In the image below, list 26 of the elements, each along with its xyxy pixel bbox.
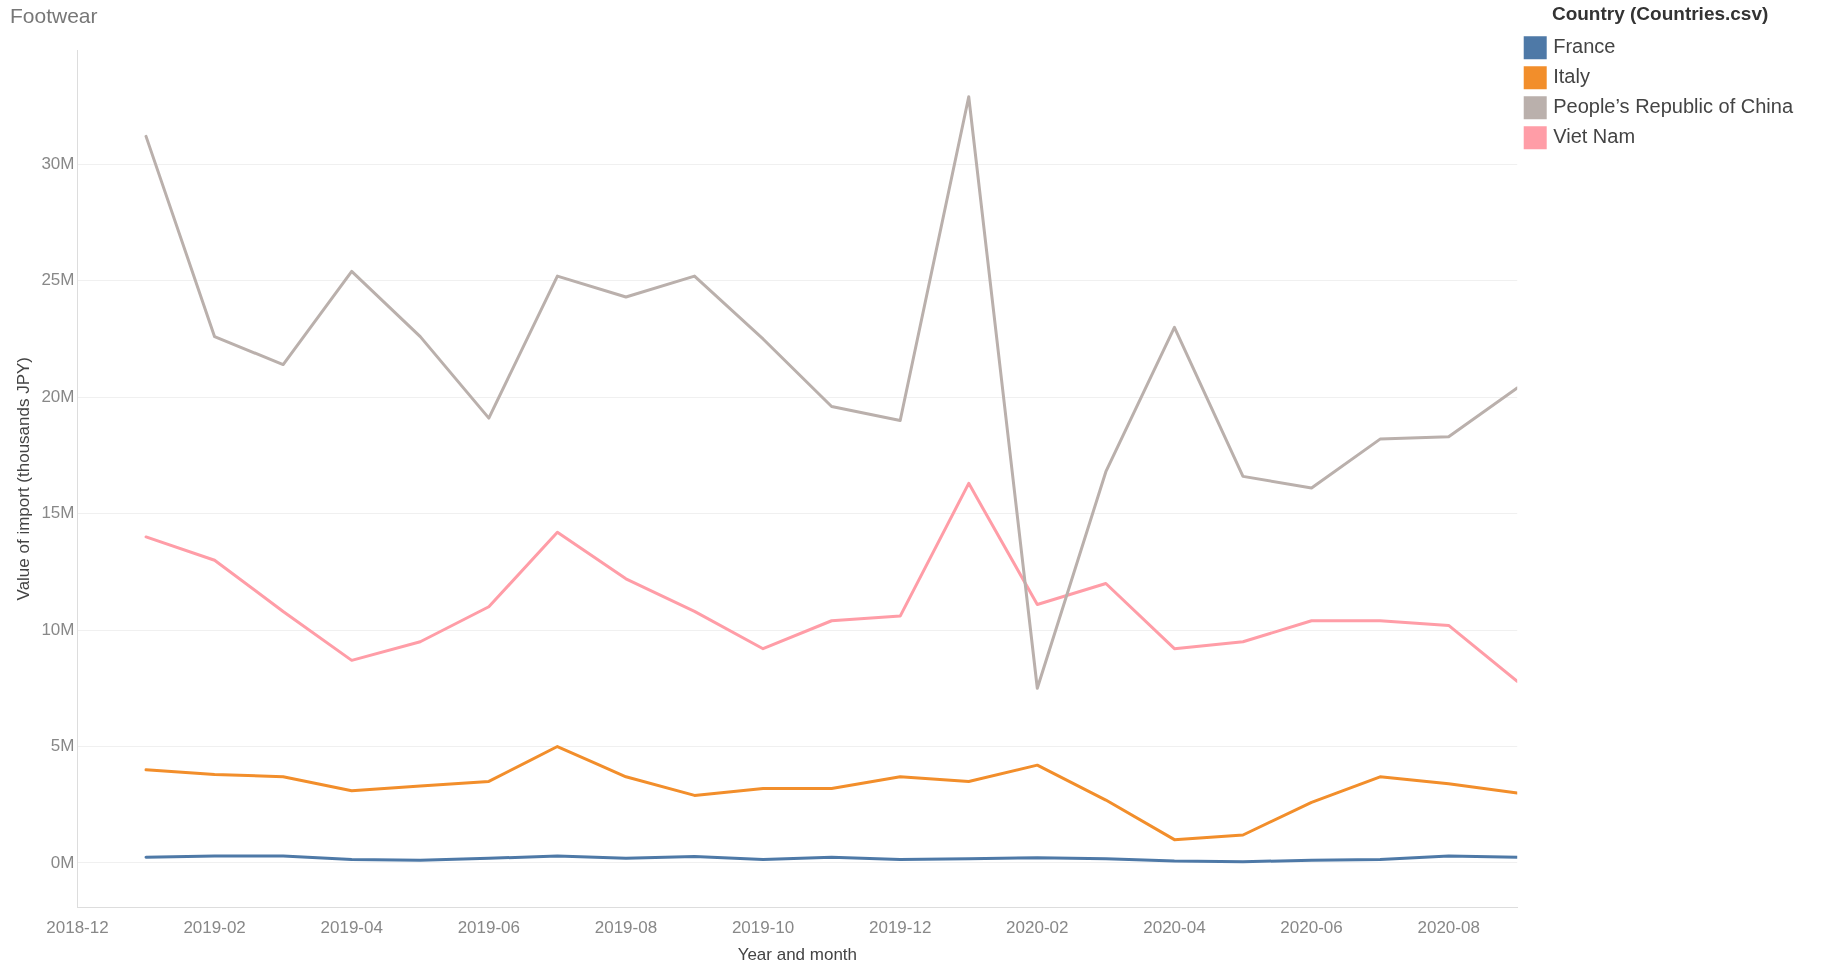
x-tick-label: 2018-12 [46, 918, 109, 938]
legend-label: People’s Republic of China [1553, 95, 1794, 118]
y-tick-label: 20M [41, 386, 75, 406]
x-tick-label: 2020-04 [1143, 918, 1206, 938]
x-tick-label: 2019-06 [457, 918, 521, 938]
y-tick-label: 30M [41, 154, 75, 173]
chart-title: Footwear [10, 4, 98, 28]
y-axis-title: Value of import (thousands JPY) [13, 356, 33, 601]
y-tick-label: 5M [50, 736, 75, 756]
x-axis-title: Year and month [737, 945, 858, 965]
x-tick-label: 2019-10 [731, 918, 795, 938]
x-tick-label: 2019-02 [183, 918, 246, 938]
y-tick-label: 10M [41, 619, 75, 639]
legend-label: Viet Nam [1553, 125, 1636, 148]
x-tick-label: 2019-08 [594, 918, 658, 938]
x-tick-label: 2020-06 [1280, 918, 1343, 938]
y-tick-label: 15M [41, 503, 75, 523]
x-tick-label: 2019-04 [320, 918, 383, 938]
legend-label: Italy [1553, 65, 1590, 88]
legend-title: Country (Countries.csv) [1551, 2, 1769, 24]
y-tick-label: 25M [41, 270, 75, 290]
legend-label: France [1553, 35, 1616, 58]
x-tick-label: 2020-08 [1417, 918, 1480, 938]
x-tick-label: 2020-02 [1006, 918, 1069, 938]
y-tick-label: 0M [50, 852, 75, 872]
x-tick-label: 2019-12 [868, 918, 932, 938]
